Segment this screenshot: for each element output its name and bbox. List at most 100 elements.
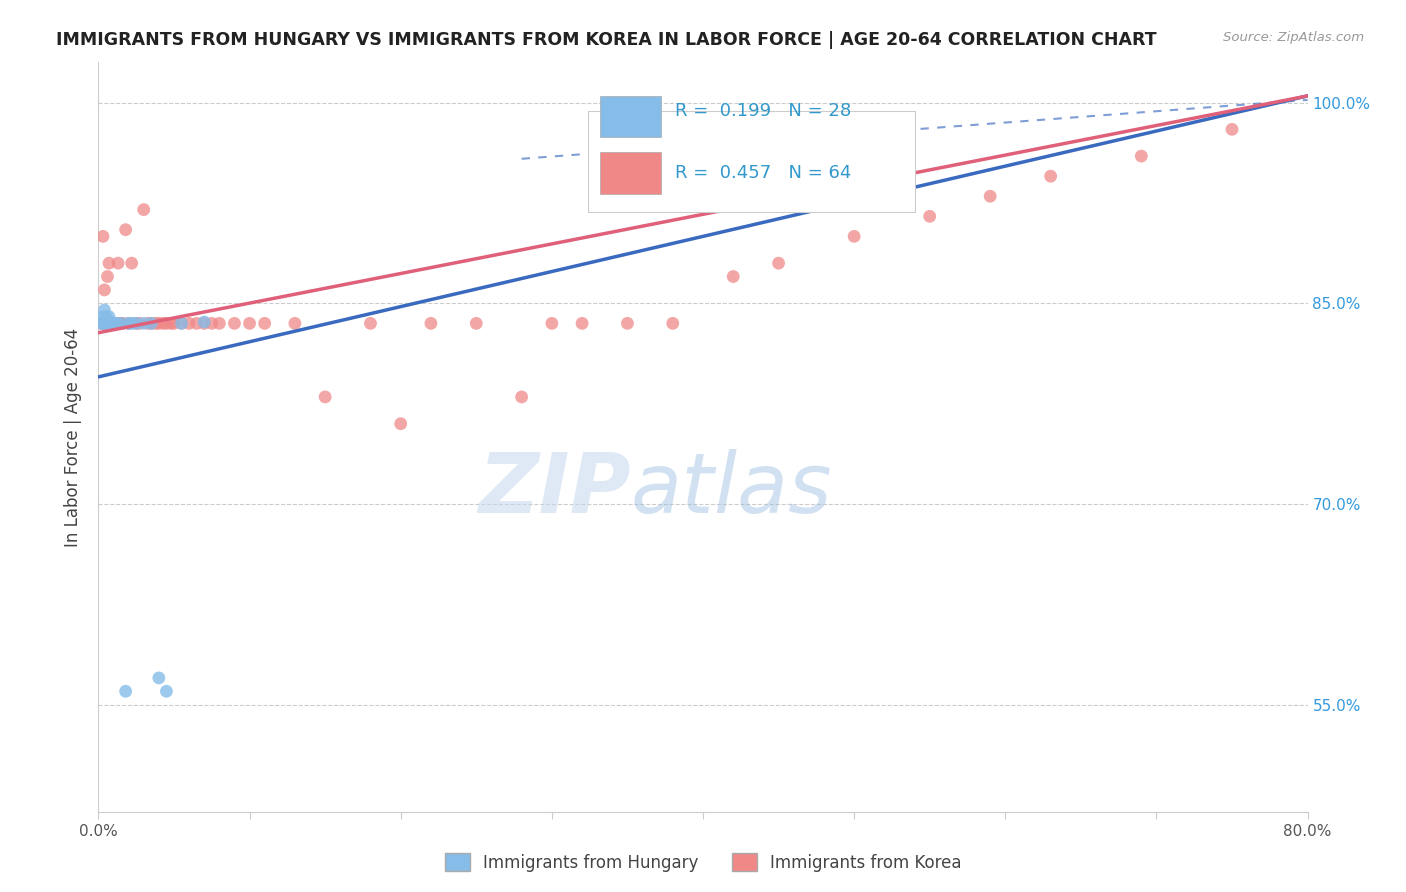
- Point: [979, 189, 1001, 203]
- Point: [121, 317, 143, 331]
- Point: [105, 317, 128, 331]
- Point: [844, 229, 866, 244]
- Point: [103, 317, 125, 331]
- Point: [98, 317, 121, 331]
- Point: [90, 317, 112, 331]
- Point: [93, 317, 115, 331]
- Point: [101, 317, 124, 331]
- Point: [91, 317, 114, 331]
- Point: [125, 317, 148, 331]
- Point: [465, 317, 488, 331]
- Text: R =  0.199   N = 28: R = 0.199 N = 28: [675, 103, 852, 120]
- Text: IMMIGRANTS FROM HUNGARY VS IMMIGRANTS FROM KOREA IN LABOR FORCE | AGE 20-64 CORR: IMMIGRANTS FROM HUNGARY VS IMMIGRANTS FR…: [56, 31, 1157, 49]
- Point: [108, 317, 131, 331]
- Point: [91, 229, 114, 244]
- FancyBboxPatch shape: [600, 96, 661, 137]
- Point: [104, 317, 127, 331]
- Point: [152, 317, 174, 331]
- Point: [661, 317, 683, 331]
- Point: [94, 317, 117, 331]
- Point: [91, 310, 114, 324]
- Point: [98, 310, 121, 324]
- Point: [94, 310, 117, 324]
- Point: [110, 317, 132, 331]
- Point: [170, 317, 193, 331]
- Point: [90, 317, 112, 331]
- Point: [118, 317, 141, 331]
- Point: [114, 684, 136, 698]
- Point: [96, 269, 118, 284]
- Point: [420, 317, 443, 331]
- Point: [1220, 122, 1243, 136]
- Point: [93, 303, 115, 318]
- Point: [253, 317, 276, 331]
- Point: [107, 256, 129, 270]
- Point: [193, 317, 215, 331]
- Point: [104, 317, 127, 331]
- Text: atlas: atlas: [630, 449, 832, 530]
- Point: [155, 317, 177, 331]
- Point: [510, 390, 533, 404]
- FancyBboxPatch shape: [588, 112, 915, 212]
- Point: [179, 317, 201, 331]
- Point: [101, 317, 124, 331]
- Point: [100, 317, 122, 331]
- Point: [141, 317, 163, 331]
- Point: [110, 317, 132, 331]
- Point: [96, 312, 118, 326]
- Point: [128, 317, 150, 331]
- Point: [201, 317, 224, 331]
- Point: [768, 256, 790, 270]
- Point: [160, 317, 183, 331]
- Point: [94, 317, 117, 331]
- Y-axis label: In Labor Force | Age 20-64: In Labor Force | Age 20-64: [65, 327, 83, 547]
- Point: [121, 256, 143, 270]
- Point: [389, 417, 412, 431]
- Point: [918, 210, 941, 224]
- Point: [103, 317, 125, 331]
- Point: [186, 317, 208, 331]
- Point: [136, 317, 159, 331]
- Point: [170, 317, 193, 331]
- Point: [103, 317, 125, 331]
- Point: [100, 317, 122, 331]
- Point: [98, 317, 121, 331]
- Point: [360, 317, 382, 331]
- Point: [93, 317, 115, 331]
- Point: [100, 317, 122, 331]
- Text: R =  0.457   N = 64: R = 0.457 N = 64: [675, 164, 852, 182]
- Text: ZIP: ZIP: [478, 449, 630, 530]
- Point: [148, 671, 170, 685]
- Point: [114, 222, 136, 236]
- Point: [111, 317, 134, 331]
- Point: [141, 317, 163, 331]
- Point: [100, 317, 122, 331]
- Point: [93, 283, 115, 297]
- Point: [148, 317, 170, 331]
- Point: [96, 317, 118, 331]
- Point: [132, 202, 155, 217]
- Point: [163, 317, 186, 331]
- Point: [284, 317, 307, 331]
- Point: [132, 317, 155, 331]
- Point: [193, 315, 215, 329]
- Point: [571, 317, 593, 331]
- Text: Source: ZipAtlas.com: Source: ZipAtlas.com: [1223, 31, 1364, 45]
- Point: [1039, 169, 1062, 184]
- Point: [98, 256, 121, 270]
- Point: [314, 390, 336, 404]
- Point: [723, 269, 745, 284]
- Point: [616, 317, 638, 331]
- Point: [94, 317, 117, 331]
- Point: [1130, 149, 1153, 163]
- Point: [208, 317, 231, 331]
- Point: [96, 317, 118, 331]
- Point: [125, 317, 148, 331]
- Point: [105, 317, 128, 331]
- Point: [91, 317, 114, 331]
- Point: [239, 317, 262, 331]
- Point: [155, 684, 177, 698]
- Point: [118, 317, 141, 331]
- FancyBboxPatch shape: [600, 153, 661, 194]
- Point: [540, 317, 562, 331]
